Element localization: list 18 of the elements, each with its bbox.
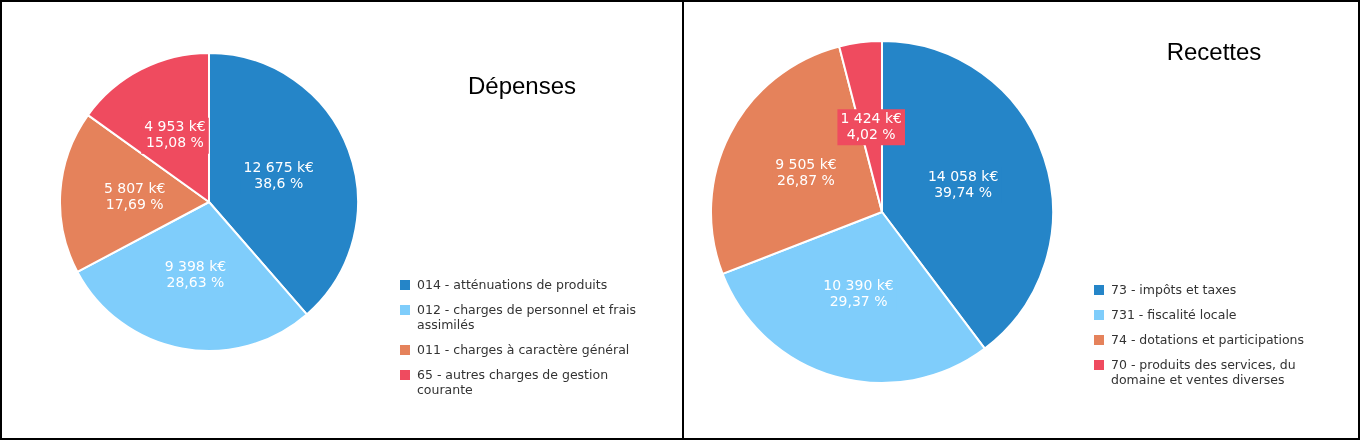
legend-label: 012 - charges de personnel et frais assimilés: [417, 302, 638, 332]
text: Dépenses: [467, 72, 577, 100]
chart-title: Recettes: [1166, 38, 1262, 66]
legend-label: 73 - impôts et taxes: [1111, 282, 1237, 297]
legend-label: 011 - charges à caractère général: [417, 342, 630, 357]
legend-label: 014 - atténuations de produits: [417, 277, 608, 292]
data-label: 4 953 k€ 15,08 %: [144, 118, 206, 151]
data-label: 9 398 k€ 28,63 %: [164, 257, 227, 290]
legend-label: 65 - autres charges de gestion courante: [417, 367, 610, 397]
data-label: 1 424 k€ 4,02 %: [840, 109, 902, 142]
data-label: 10 390 k€ 29,37 %: [823, 276, 894, 309]
data-label: 14 058 k€ 39,74 %: [927, 167, 999, 200]
legend-label: 70 - produits des services, du domaine et ventes diverses: [1111, 357, 1297, 387]
data-label: 9 505 k€ 26,87 %: [775, 155, 837, 188]
data-label: 12 675 k€ 38,6 %: [243, 158, 314, 191]
legend-label: 731 - fiscalité locale: [1111, 307, 1237, 322]
data-label: 5 807 k€ 17,69 %: [103, 179, 166, 212]
legend-label: 74 - dotations et participations: [1111, 332, 1305, 347]
